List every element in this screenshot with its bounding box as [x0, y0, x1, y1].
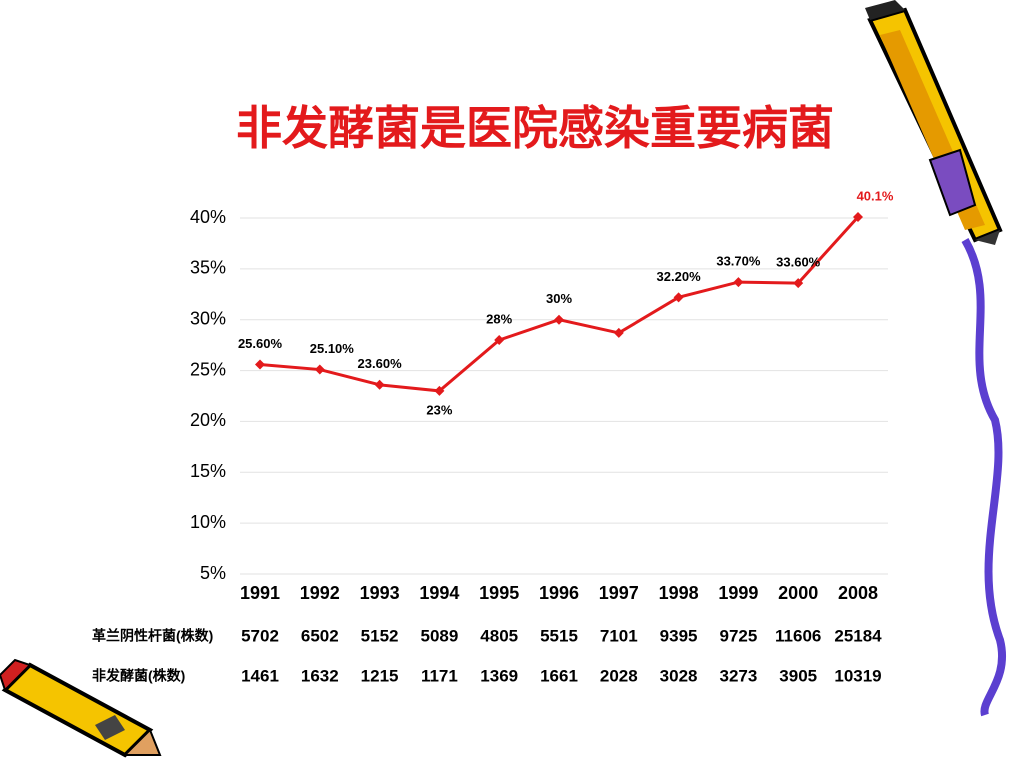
x-tick-label: 1998 [659, 583, 699, 603]
table-cell: 3273 [719, 666, 757, 685]
table-cell: 9395 [660, 626, 698, 645]
y-tick-label: 40% [190, 207, 226, 227]
table-cell: 5702 [241, 626, 279, 645]
ribbon-decoration [961, 237, 1006, 717]
table-cell: 1215 [361, 666, 399, 685]
value-label: 33.70% [716, 254, 761, 269]
value-label: 30% [546, 291, 572, 306]
pencil-decoration [0, 658, 162, 758]
row-label: 非发酵菌(株数) [92, 668, 185, 684]
table-cell: 1461 [241, 666, 279, 685]
point [733, 277, 744, 288]
point [554, 314, 564, 325]
x-tick-label: 2008 [838, 583, 878, 603]
table-cell: 7101 [600, 626, 638, 645]
table-cell: 1661 [540, 666, 578, 685]
value-label: 32.20% [657, 269, 702, 284]
point [673, 292, 684, 303]
table-cell: 4805 [480, 626, 518, 645]
point [314, 364, 325, 375]
table-cell: 2028 [600, 666, 638, 685]
x-tick-label: 1993 [360, 583, 400, 603]
y-tick-label: 30% [190, 308, 226, 328]
table-cell: 11606 [775, 626, 821, 645]
x-tick-label: 2000 [778, 583, 818, 603]
y-tick-label: 20% [190, 410, 226, 430]
table-cell: 25184 [834, 626, 882, 645]
point [613, 327, 624, 338]
table-cell: 3905 [779, 666, 817, 685]
value-label: 23% [426, 402, 452, 417]
value-label: 25.60% [238, 336, 283, 351]
table-cell: 6502 [301, 626, 339, 645]
y-tick-label: 10% [190, 512, 226, 532]
point [793, 278, 804, 289]
table-cell: 9725 [719, 626, 757, 645]
x-tick-label: 1991 [240, 583, 280, 603]
table-cell: 1632 [301, 666, 339, 685]
table-cell: 3028 [660, 666, 698, 685]
table-cell: 1369 [480, 666, 518, 685]
table-cell: 5515 [540, 626, 578, 645]
point [374, 379, 385, 390]
value-label: 23.60% [358, 356, 403, 371]
value-label: 33.60% [776, 255, 821, 270]
table-cell: 5089 [420, 626, 458, 645]
row-label: 革兰阴性杆菌(株数) [92, 628, 213, 644]
x-tick-label: 1995 [479, 583, 519, 603]
pencil-decoration [865, 0, 1003, 245]
y-tick-label: 35% [190, 258, 226, 278]
x-tick-label: 1996 [539, 583, 579, 603]
point [494, 335, 505, 346]
table-cell: 5152 [361, 626, 399, 645]
y-tick-label: 25% [190, 359, 226, 379]
chart-title: 非发酵菌是医院感染重要病菌 [236, 102, 834, 154]
x-tick-label: 1992 [300, 583, 340, 603]
table-cell: 1171 [421, 666, 458, 685]
y-tick-label: 5% [200, 563, 226, 583]
y-tick-label: 15% [190, 461, 226, 481]
value-label: 40.1% [857, 188, 894, 203]
point [853, 211, 863, 222]
table-cell: 10319 [834, 666, 881, 685]
x-tick-label: 1999 [718, 583, 758, 603]
point [255, 359, 265, 370]
x-tick-label: 1997 [599, 583, 639, 603]
x-tick-label: 1994 [419, 583, 459, 603]
value-label: 25.10% [310, 341, 355, 356]
value-label: 28% [486, 311, 512, 326]
point [434, 385, 445, 396]
